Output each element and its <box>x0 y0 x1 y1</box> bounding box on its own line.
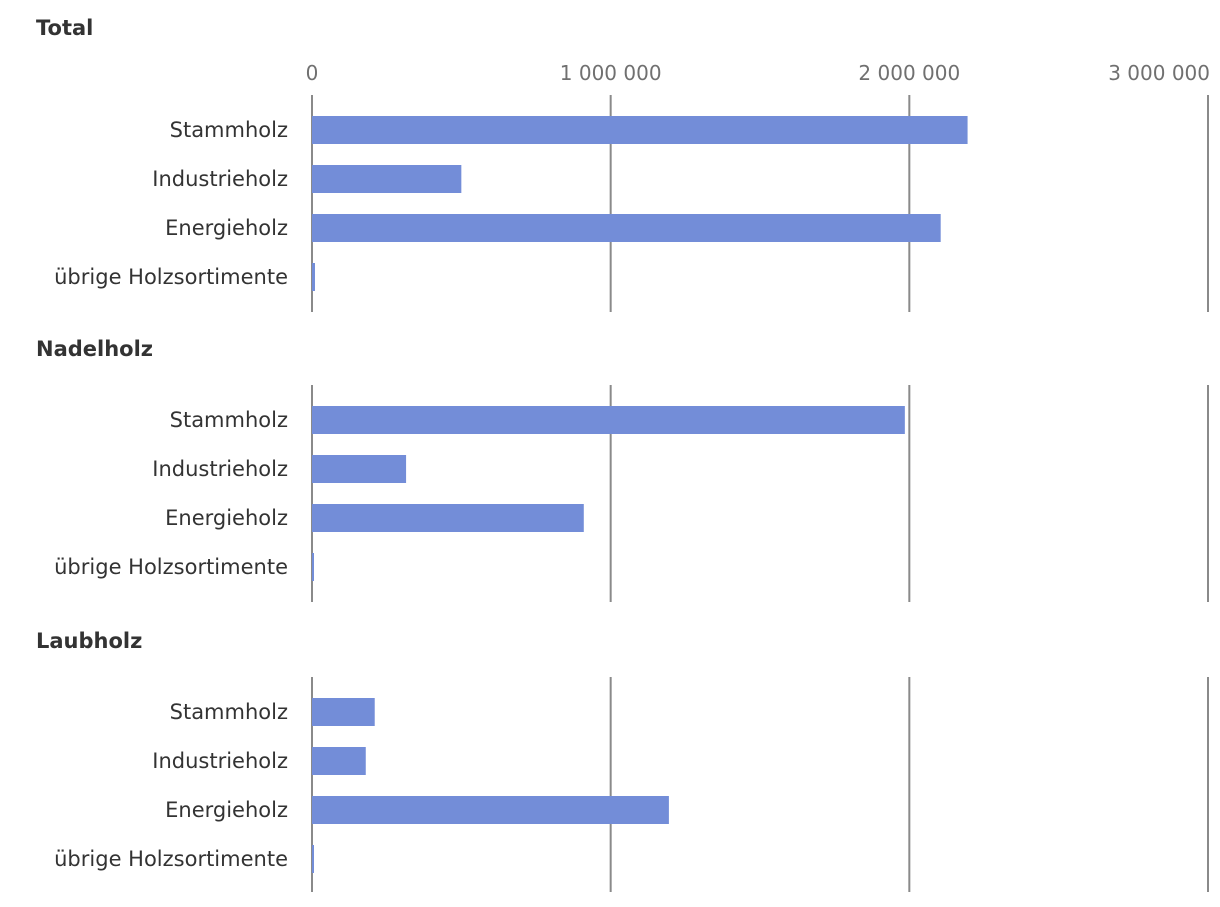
x-tick-label: 2 000 000 <box>858 61 960 85</box>
category-label: Industrieholz <box>152 167 288 191</box>
bar-0 <box>312 698 375 726</box>
bar-0 <box>312 406 905 434</box>
category-label: übrige Holzsortimente <box>54 847 288 871</box>
bar-0 <box>312 116 968 144</box>
category-label: Energieholz <box>165 798 288 822</box>
panel-title: Nadelholz <box>36 337 153 361</box>
bar-1 <box>312 455 407 483</box>
category-label: Stammholz <box>170 408 288 432</box>
bar-3 <box>312 553 314 581</box>
category-label: Stammholz <box>170 700 288 724</box>
bar-2 <box>312 214 941 242</box>
category-label: Stammholz <box>170 118 288 142</box>
bar-2 <box>312 504 584 532</box>
category-label: Energieholz <box>165 216 288 240</box>
x-tick-label: 0 <box>306 61 319 85</box>
category-label: übrige Holzsortimente <box>54 265 288 289</box>
panel-title: Total <box>36 16 93 40</box>
bar-3 <box>312 845 314 873</box>
bar-1 <box>312 165 462 193</box>
x-tick-label: 3 000 000 <box>1108 61 1210 85</box>
category-label: Industrieholz <box>152 749 288 773</box>
category-label: Energieholz <box>165 506 288 530</box>
category-label: übrige Holzsortimente <box>54 555 288 579</box>
bar-1 <box>312 747 366 775</box>
panel-title: Laubholz <box>36 629 142 653</box>
category-label: Industrieholz <box>152 457 288 481</box>
x-tick-label: 1 000 000 <box>560 61 662 85</box>
bar-2 <box>312 796 669 824</box>
bar-3 <box>312 263 315 291</box>
